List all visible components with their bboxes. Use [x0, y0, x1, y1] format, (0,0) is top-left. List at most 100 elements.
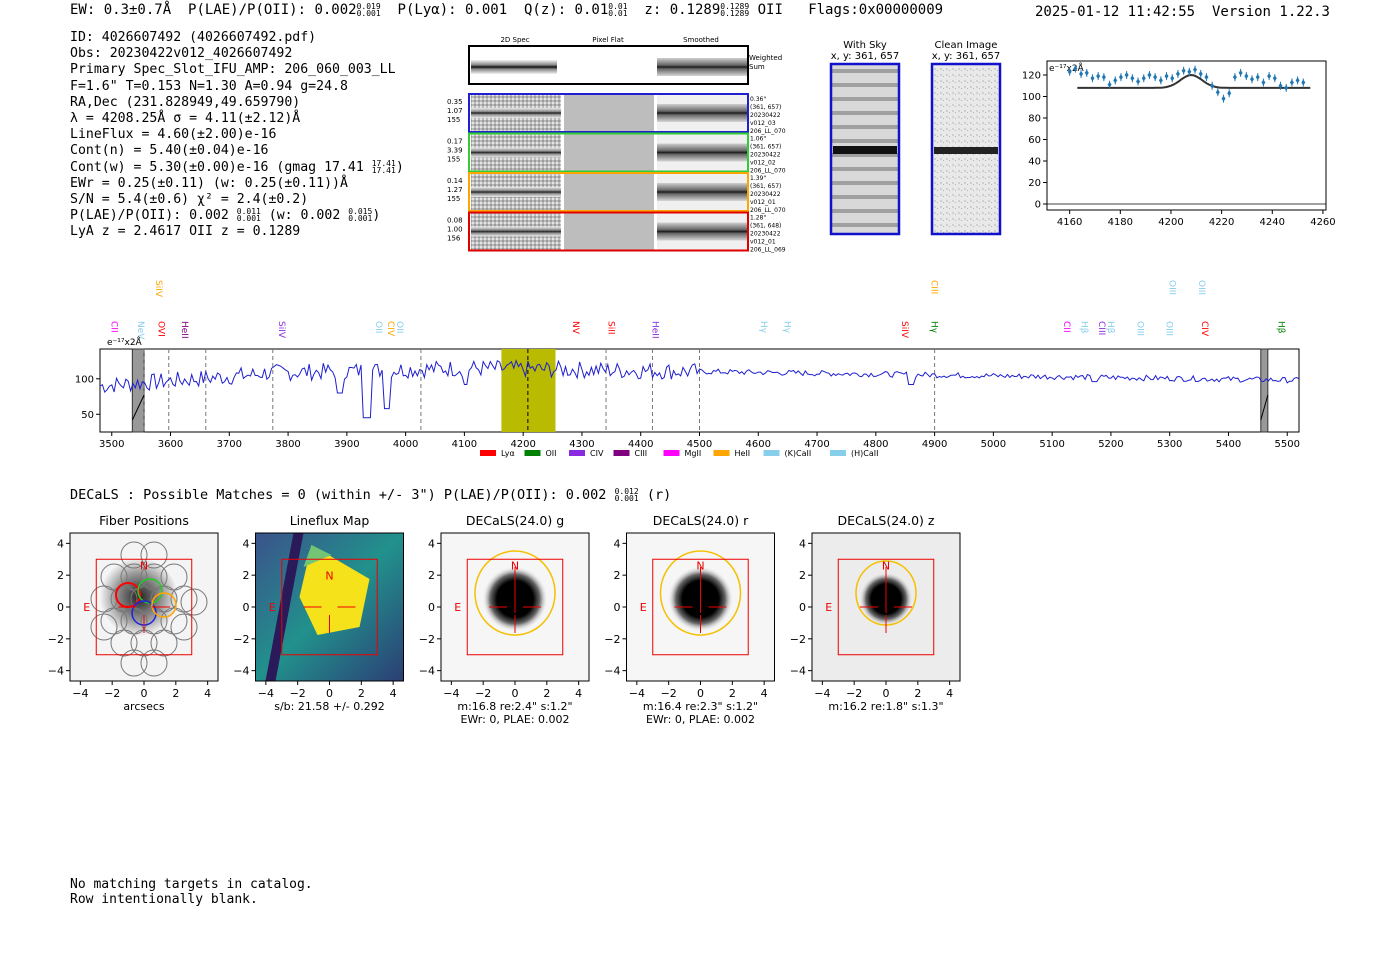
zoom-point — [1198, 70, 1203, 77]
thumbnail-caption: m:16.2 re:1.8" s:1.3" — [828, 700, 943, 713]
col-flat-label: Pixel Flat — [592, 36, 624, 44]
line-label-text: CII — [1061, 321, 1071, 333]
cutout-2d-trace — [471, 187, 561, 197]
thumb-xtick-label: −2 — [475, 687, 491, 700]
thumb-xtick-label: 2 — [729, 687, 736, 700]
cutout-weight: 155 — [447, 116, 460, 124]
fiber-circle — [170, 613, 198, 641]
line-label: CIV — [385, 321, 395, 337]
zoom-point — [1113, 77, 1118, 84]
zoom-point — [1215, 89, 1220, 96]
plae-line-label: P(LAE)/P(OII): 0.002 — [70, 208, 229, 224]
z-line: OII — [757, 2, 783, 18]
zoom-plot: e⁻¹⁷x2Å 120 100 80 60 40 20 0 4160 4180 4200 4220… — [1022, 60, 1336, 228]
col-2d-label: 2D Spec — [500, 36, 529, 44]
cutout-detail: 206_LL_070 — [750, 168, 786, 175]
search-box — [466, 558, 564, 656]
thumb-ytick-label: 4 — [57, 537, 64, 550]
cutout-smooth-trace — [657, 143, 747, 162]
thumb-ytick-label: −2 — [790, 633, 806, 646]
spec-ytick-label: 50 — [81, 410, 94, 421]
zoom-point — [1244, 73, 1249, 80]
thumbnail-title: Fiber Positions — [99, 513, 189, 528]
cutout-detail: 20230422 — [750, 231, 781, 238]
footer-line-2: Row intentionally blank. — [70, 892, 258, 907]
thumb-xtick-label: 4 — [575, 687, 582, 700]
line-label: OIII — [1134, 321, 1144, 336]
cutout-flat — [564, 133, 654, 172]
zoom-point — [1272, 75, 1277, 82]
east-label: E — [454, 601, 461, 614]
zoom-xtick-label: 4220 — [1209, 217, 1234, 228]
spec-legend: Lyα OII CIV CIII MgII HeII (K)CaII (H)CaII — [480, 449, 878, 458]
north-label: N — [882, 559, 890, 572]
thumb-xtick-label: 0 — [141, 687, 148, 700]
thumb-ytick-label: 4 — [799, 537, 806, 550]
legend-swatch — [713, 450, 730, 456]
lambda-line: λ = 4208.25Å σ = 4.11(±2.12)Å — [70, 111, 301, 127]
zoom-ylabel: e⁻¹⁷x2Å — [1049, 62, 1085, 74]
weighted-label: Weighted — [749, 54, 782, 62]
clean-trace — [934, 147, 998, 154]
thumb-ytick-label: 0 — [614, 601, 621, 614]
line-label-text: HeII — [649, 321, 659, 339]
spec-xtick-label: 5200 — [1098, 439, 1123, 450]
zoom-point — [1278, 82, 1283, 89]
obs-line: Obs: 20230422v012_4026607492 — [70, 46, 293, 62]
zoom-point — [1067, 68, 1072, 75]
plae-lo: 0.001 — [356, 9, 381, 18]
search-box — [652, 558, 749, 656]
cutout-smooth-trace — [657, 104, 747, 122]
contn-line: Cont(n) = 5.40(±0.04)e-16 — [70, 143, 269, 159]
zoom-ytick-label: 40 — [1028, 157, 1041, 168]
zoom-point — [1232, 74, 1237, 81]
line-label-text: NeV — [135, 321, 145, 340]
cutout-detail: (361, 657) — [750, 144, 781, 151]
timestamp-version: 2025-01-12 11:42:55 Version 1.22.3 — [1035, 4, 1330, 20]
thumb-xtick-label: 4 — [761, 687, 768, 700]
thumbnail-panel: Lineflux Map N E 4 −4 2 −2 0 0 −2 2 −4 4 s/b: 21.58 +… — [233, 513, 404, 713]
line-label: HeII — [649, 321, 659, 339]
fiber-circle — [120, 541, 148, 569]
cutout-row-border — [468, 132, 749, 173]
z-hi: 0.1289 — [720, 2, 750, 11]
spec-xtick-label: 5100 — [1039, 439, 1064, 450]
spectrum-line — [99, 359, 1300, 419]
thumb-xtick-label: 4 — [204, 687, 211, 700]
fiber-orange — [151, 592, 177, 618]
decals-hi: 0.012 — [614, 487, 639, 496]
north-label: N — [140, 559, 148, 572]
zoom-ytick-label: 60 — [1028, 135, 1041, 146]
legend-swatch — [524, 450, 541, 456]
zoom-xtick-label: 4200 — [1158, 217, 1183, 228]
fiber-circle — [140, 649, 168, 677]
spec-xtick-label: 4600 — [746, 439, 771, 450]
thumbnail-title: DECaLS(24.0) z — [838, 513, 935, 528]
zoom-frame — [1046, 60, 1327, 211]
line-label-text: OIII — [1134, 321, 1144, 336]
zoom-yticks: 120 100 80 60 40 20 0 — [1022, 71, 1047, 211]
cutout-detail: v012_01 — [750, 239, 776, 246]
thumb-ytick-label: −2 — [419, 633, 435, 646]
spec-xtick-label: 5500 — [1275, 439, 1300, 450]
thumb-xtick-label: 0 — [512, 687, 519, 700]
thumb-ytick-label: −2 — [604, 633, 620, 646]
thumb-ytick-label: 2 — [614, 569, 621, 582]
version: Version 1.22.3 — [1211, 4, 1330, 20]
spec-xtick-label: 4400 — [628, 439, 653, 450]
thumb-ytick-label: 0 — [799, 601, 806, 614]
thumb-xtick-label: 2 — [543, 687, 550, 700]
zoom-point — [1267, 73, 1272, 80]
line-label-text: Hβ — [1275, 321, 1285, 334]
thumb-ytick-label: −4 — [604, 665, 620, 678]
line-label-text: CIV — [1199, 321, 1209, 337]
zoom-ytick-label: 120 — [1022, 71, 1041, 82]
legend-label: (H)CaII — [851, 449, 878, 458]
fiber-circle — [110, 629, 138, 657]
lineflux-edge — [303, 545, 332, 567]
zoom-point — [1210, 82, 1215, 89]
zoom-point — [1118, 74, 1123, 81]
zoom-point — [1255, 74, 1260, 81]
